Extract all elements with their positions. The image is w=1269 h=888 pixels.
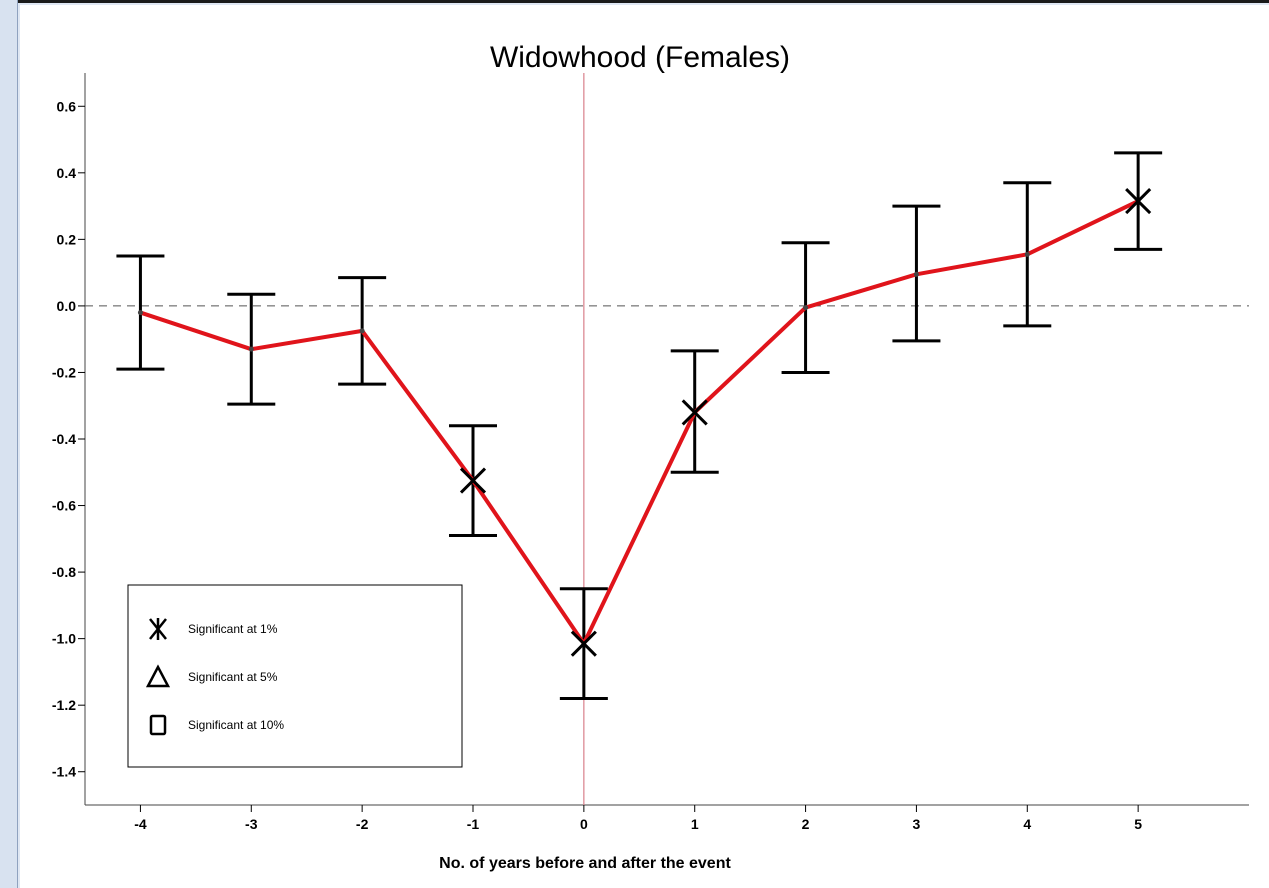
data-point — [1024, 251, 1030, 257]
legend-item: Significant at 10% — [149, 714, 284, 736]
significance-1pct-marker — [570, 630, 597, 657]
y-tick-label: -0.6 — [52, 498, 76, 514]
legend: Significant at 1% Significant at 5% Signif… — [127, 584, 463, 768]
marker-stroke — [570, 630, 597, 657]
square-icon — [149, 714, 167, 736]
significance-1pct-marker — [681, 399, 708, 426]
x-tick-label: 5 — [1134, 816, 1142, 832]
marker-stroke — [1125, 188, 1152, 215]
chart-svg: Widowhood (Females) No. of years before … — [52, 41, 1249, 872]
data-point — [248, 346, 254, 352]
series-line — [139, 199, 1140, 646]
data-point — [803, 305, 809, 311]
marker-stroke — [459, 467, 487, 494]
chart-canvas: Widowhood (Females) No. of years before … — [20, 5, 1269, 888]
y-tick-label: 0.0 — [57, 298, 77, 314]
legend-label: Significant at 1% — [188, 622, 278, 636]
marker-stroke — [681, 399, 708, 426]
y-tick-label: -0.8 — [52, 564, 76, 580]
y-tick-label: -1.2 — [52, 697, 76, 713]
significance-1pct-marker — [1125, 188, 1152, 215]
x-tick-label: -2 — [356, 816, 369, 832]
y-tick-label: -0.4 — [52, 431, 76, 447]
data-point — [359, 328, 365, 334]
legend-label: Significant at 5% — [188, 670, 278, 684]
plot-area: 0.6 0.4 0.2 0.0 -0.2 -0.4 -0.6 -0.8 -1.0 -1.2 -1.4… — [52, 73, 1249, 832]
x-tick-label: 1 — [691, 816, 699, 832]
legend-label: Significant at 10% — [188, 718, 284, 732]
chart-title: Widowhood (Females) — [490, 41, 790, 74]
y-tick-label: 0.4 — [57, 165, 77, 181]
y-tick-label: -1.4 — [52, 764, 76, 780]
y-tick-label: 0.6 — [57, 98, 77, 114]
frame-left-scroll-gutter[interactable] — [0, 0, 18, 888]
legend-box — [127, 584, 463, 768]
x-tick-label: 4 — [1023, 816, 1031, 832]
legend-item: Significant at 5% — [145, 664, 278, 688]
x-tick-label: -4 — [134, 816, 147, 832]
x-axis-title: No. of years before and after the event — [439, 855, 731, 872]
frame-top-border — [0, 0, 1269, 3]
y-tick-label: -1.0 — [52, 631, 76, 647]
x-tick-label: 2 — [802, 816, 810, 832]
x-tick-label: 0 — [580, 816, 588, 832]
data-point — [913, 271, 919, 277]
data-point — [137, 310, 143, 316]
x-tick-label: 3 — [913, 816, 921, 832]
significance-1pct-marker — [459, 467, 487, 494]
y-tick-label: 0.2 — [57, 231, 77, 247]
x-tick-label: -3 — [245, 816, 258, 832]
x-tick-label: -1 — [467, 816, 480, 832]
legend-item: Significant at 1% — [149, 618, 278, 640]
triangle-icon — [145, 664, 171, 688]
y-tick-label: -0.2 — [52, 364, 76, 380]
